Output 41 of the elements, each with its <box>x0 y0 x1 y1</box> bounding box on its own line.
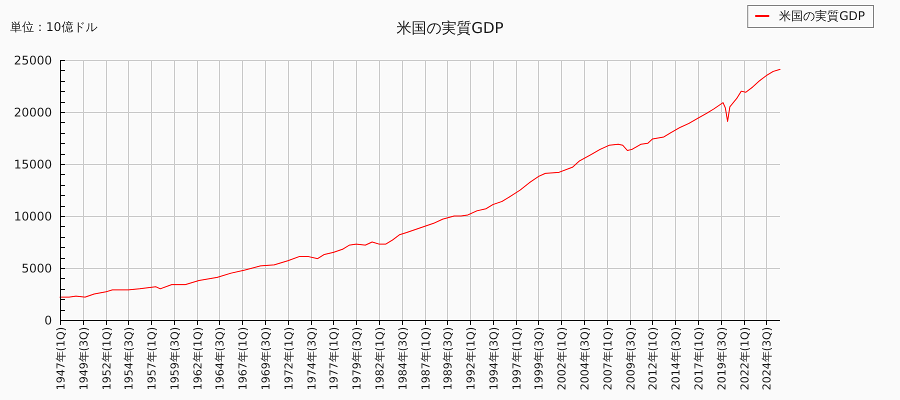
x-tick-label: 1979年(3Q) <box>350 327 364 390</box>
x-tick-label: 1947年(1Q) <box>54 327 68 390</box>
x-tick-label: 1949年(3Q) <box>78 327 90 390</box>
y-tick-label: 10000 <box>14 210 52 224</box>
y-tick-label: 25000 <box>14 54 52 68</box>
x-tick-label: 1962年(1Q) <box>192 327 204 390</box>
y-tick-label: 5000 <box>21 262 52 276</box>
x-tick-label: 1982年(1Q) <box>374 327 386 390</box>
x-tick-label: 2014年(3Q) <box>670 327 682 390</box>
x-tick-label: 1972年(1Q) <box>282 327 296 390</box>
x-tick-label: 2024年(3Q) <box>760 327 774 390</box>
x-tick-label: 1997年(1Q) <box>510 327 524 390</box>
y-tick-label: 0 <box>44 314 52 328</box>
legend-label: 米国の実質GDP <box>779 9 865 23</box>
x-tick-label: 1957年(1Q) <box>146 327 158 390</box>
y-tick-label: 20000 <box>14 106 52 120</box>
x-tick-label: 2009年(3Q) <box>624 327 638 390</box>
x-tick-label: 1999年(3Q) <box>532 327 546 390</box>
x-tick-label: 1952年(1Q) <box>100 327 114 390</box>
x-tick-label: 1967年(1Q) <box>236 327 250 390</box>
x-tick-label: 2022年(1Q) <box>738 327 752 390</box>
x-tick-label: 2007年(1Q) <box>602 327 614 390</box>
x-tick-label: 1969年(3Q) <box>260 327 272 390</box>
x-tick-label: 1977年(1Q) <box>328 327 340 390</box>
x-tick-label: 2012年(1Q) <box>646 327 660 390</box>
x-tick-label: 1987年(1Q) <box>420 327 432 390</box>
x-tick-label: 1974年(3Q) <box>306 327 318 390</box>
x-tick-label: 2019年(3Q) <box>716 327 728 390</box>
x-tick-label: 1954年(3Q) <box>122 327 136 390</box>
x-tick-label: 2004年(3Q) <box>578 327 592 390</box>
x-tick-label: 1989年(3Q) <box>442 327 454 390</box>
x-tick-label: 2017年(1Q) <box>692 327 706 390</box>
chart-title: 米国の実質GDP <box>396 19 504 37</box>
x-tick-label: 1959年(3Q) <box>168 327 182 390</box>
x-tick-label: 1994年(3Q) <box>488 327 500 390</box>
x-tick-label: 1992年(1Q) <box>464 327 478 390</box>
x-tick-label: 2002年(1Q) <box>556 327 568 390</box>
y-tick-label: 15000 <box>14 158 52 172</box>
x-tick-label: 1964年(3Q) <box>214 327 226 390</box>
y-axis-title: 単位：10億ドル <box>10 20 98 34</box>
x-tick-label: 1984年(3Q) <box>396 327 410 390</box>
